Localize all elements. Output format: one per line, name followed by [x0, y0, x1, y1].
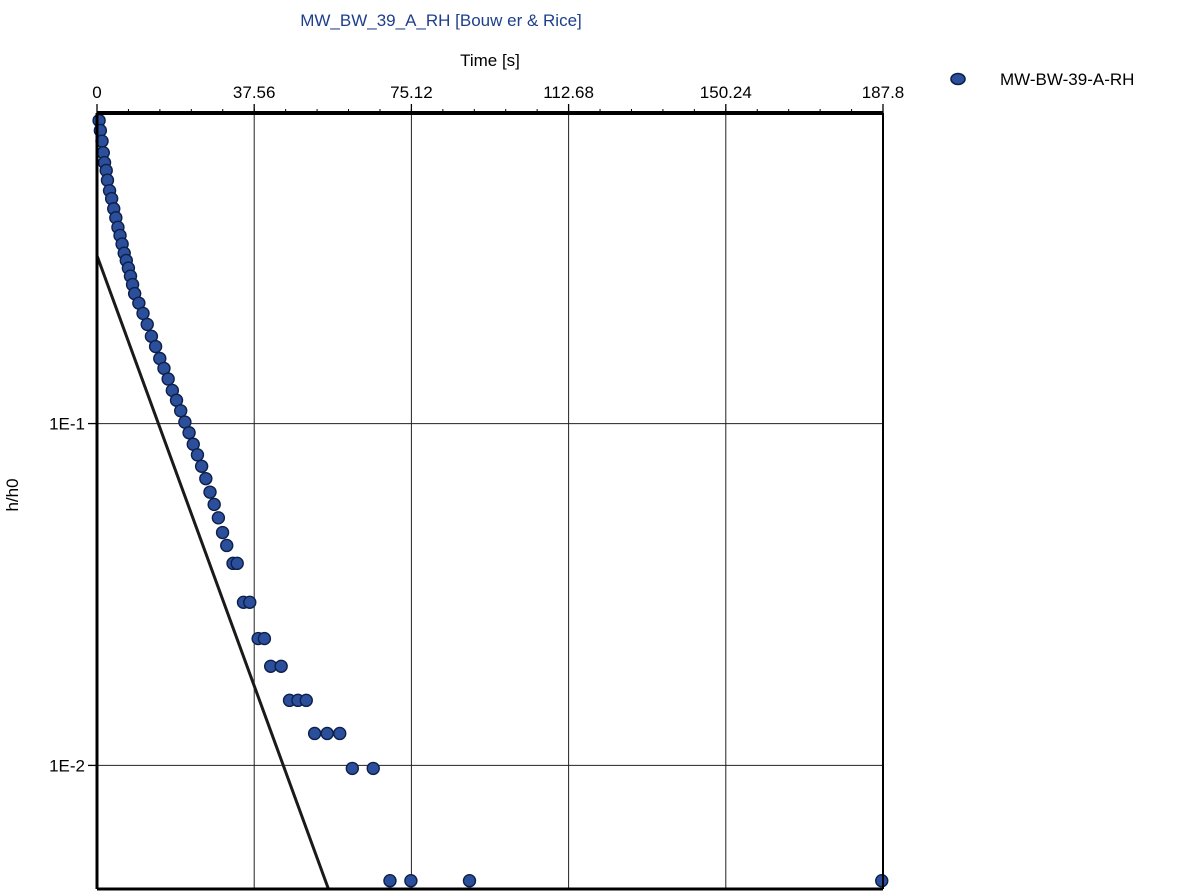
plot-frame — [95, 111, 884, 891]
legend-marker — [950, 72, 966, 86]
y-tick-label: 1E-2 — [49, 756, 85, 775]
data-point — [307, 726, 322, 741]
legend-label: MW-BW-39-A-RH — [1000, 70, 1134, 89]
x-axis-label: Time [s] — [460, 51, 520, 70]
data-point — [190, 448, 205, 462]
data-point — [383, 874, 397, 888]
x-tick-label: 37.56 — [233, 83, 276, 102]
x-tick-label: 0 — [92, 83, 101, 102]
data-point — [257, 631, 272, 646]
data-point — [203, 485, 217, 499]
data-point — [345, 761, 360, 776]
x-tick-label: 75.12 — [390, 83, 433, 102]
grid-lines — [97, 113, 883, 889]
data-point — [274, 659, 288, 673]
data-point — [140, 317, 154, 332]
data-point — [220, 538, 234, 553]
data-point — [211, 511, 226, 525]
x-tick-label: 187.8 — [862, 83, 905, 102]
data-points — [92, 113, 889, 888]
tick-labels: 0 37.56 75.12 112.68 150.24 187.8 1E-1 1E-2 — [49, 83, 904, 775]
data-point — [333, 726, 347, 741]
data-point — [182, 426, 196, 440]
chart-title: MW_BW_39_A_RH [Bouw er & Rice] — [300, 11, 582, 30]
x-tick-label: 150.24 — [700, 83, 752, 102]
data-point — [243, 595, 257, 610]
data-point — [207, 497, 221, 512]
y-tick-label: 1E-1 — [49, 415, 85, 434]
data-point — [194, 459, 209, 473]
data-point — [148, 339, 163, 354]
data-point — [230, 556, 244, 571]
y-axis-label: h/h0 — [3, 478, 22, 511]
data-point — [462, 874, 477, 888]
data-point — [215, 525, 230, 540]
fit-line — [95, 255, 330, 890]
data-point — [136, 306, 150, 321]
data-point — [320, 726, 334, 741]
data-point — [299, 693, 313, 708]
fit-line-layer — [95, 255, 330, 890]
data-point — [366, 761, 380, 776]
data-point — [174, 404, 188, 418]
legend: MW-BW-39-A-RH — [950, 70, 1134, 89]
data-point — [404, 874, 418, 888]
x-tick-label: 112.68 — [543, 83, 594, 102]
data-point — [161, 372, 175, 386]
data-point — [875, 874, 889, 888]
data-point — [199, 471, 213, 486]
